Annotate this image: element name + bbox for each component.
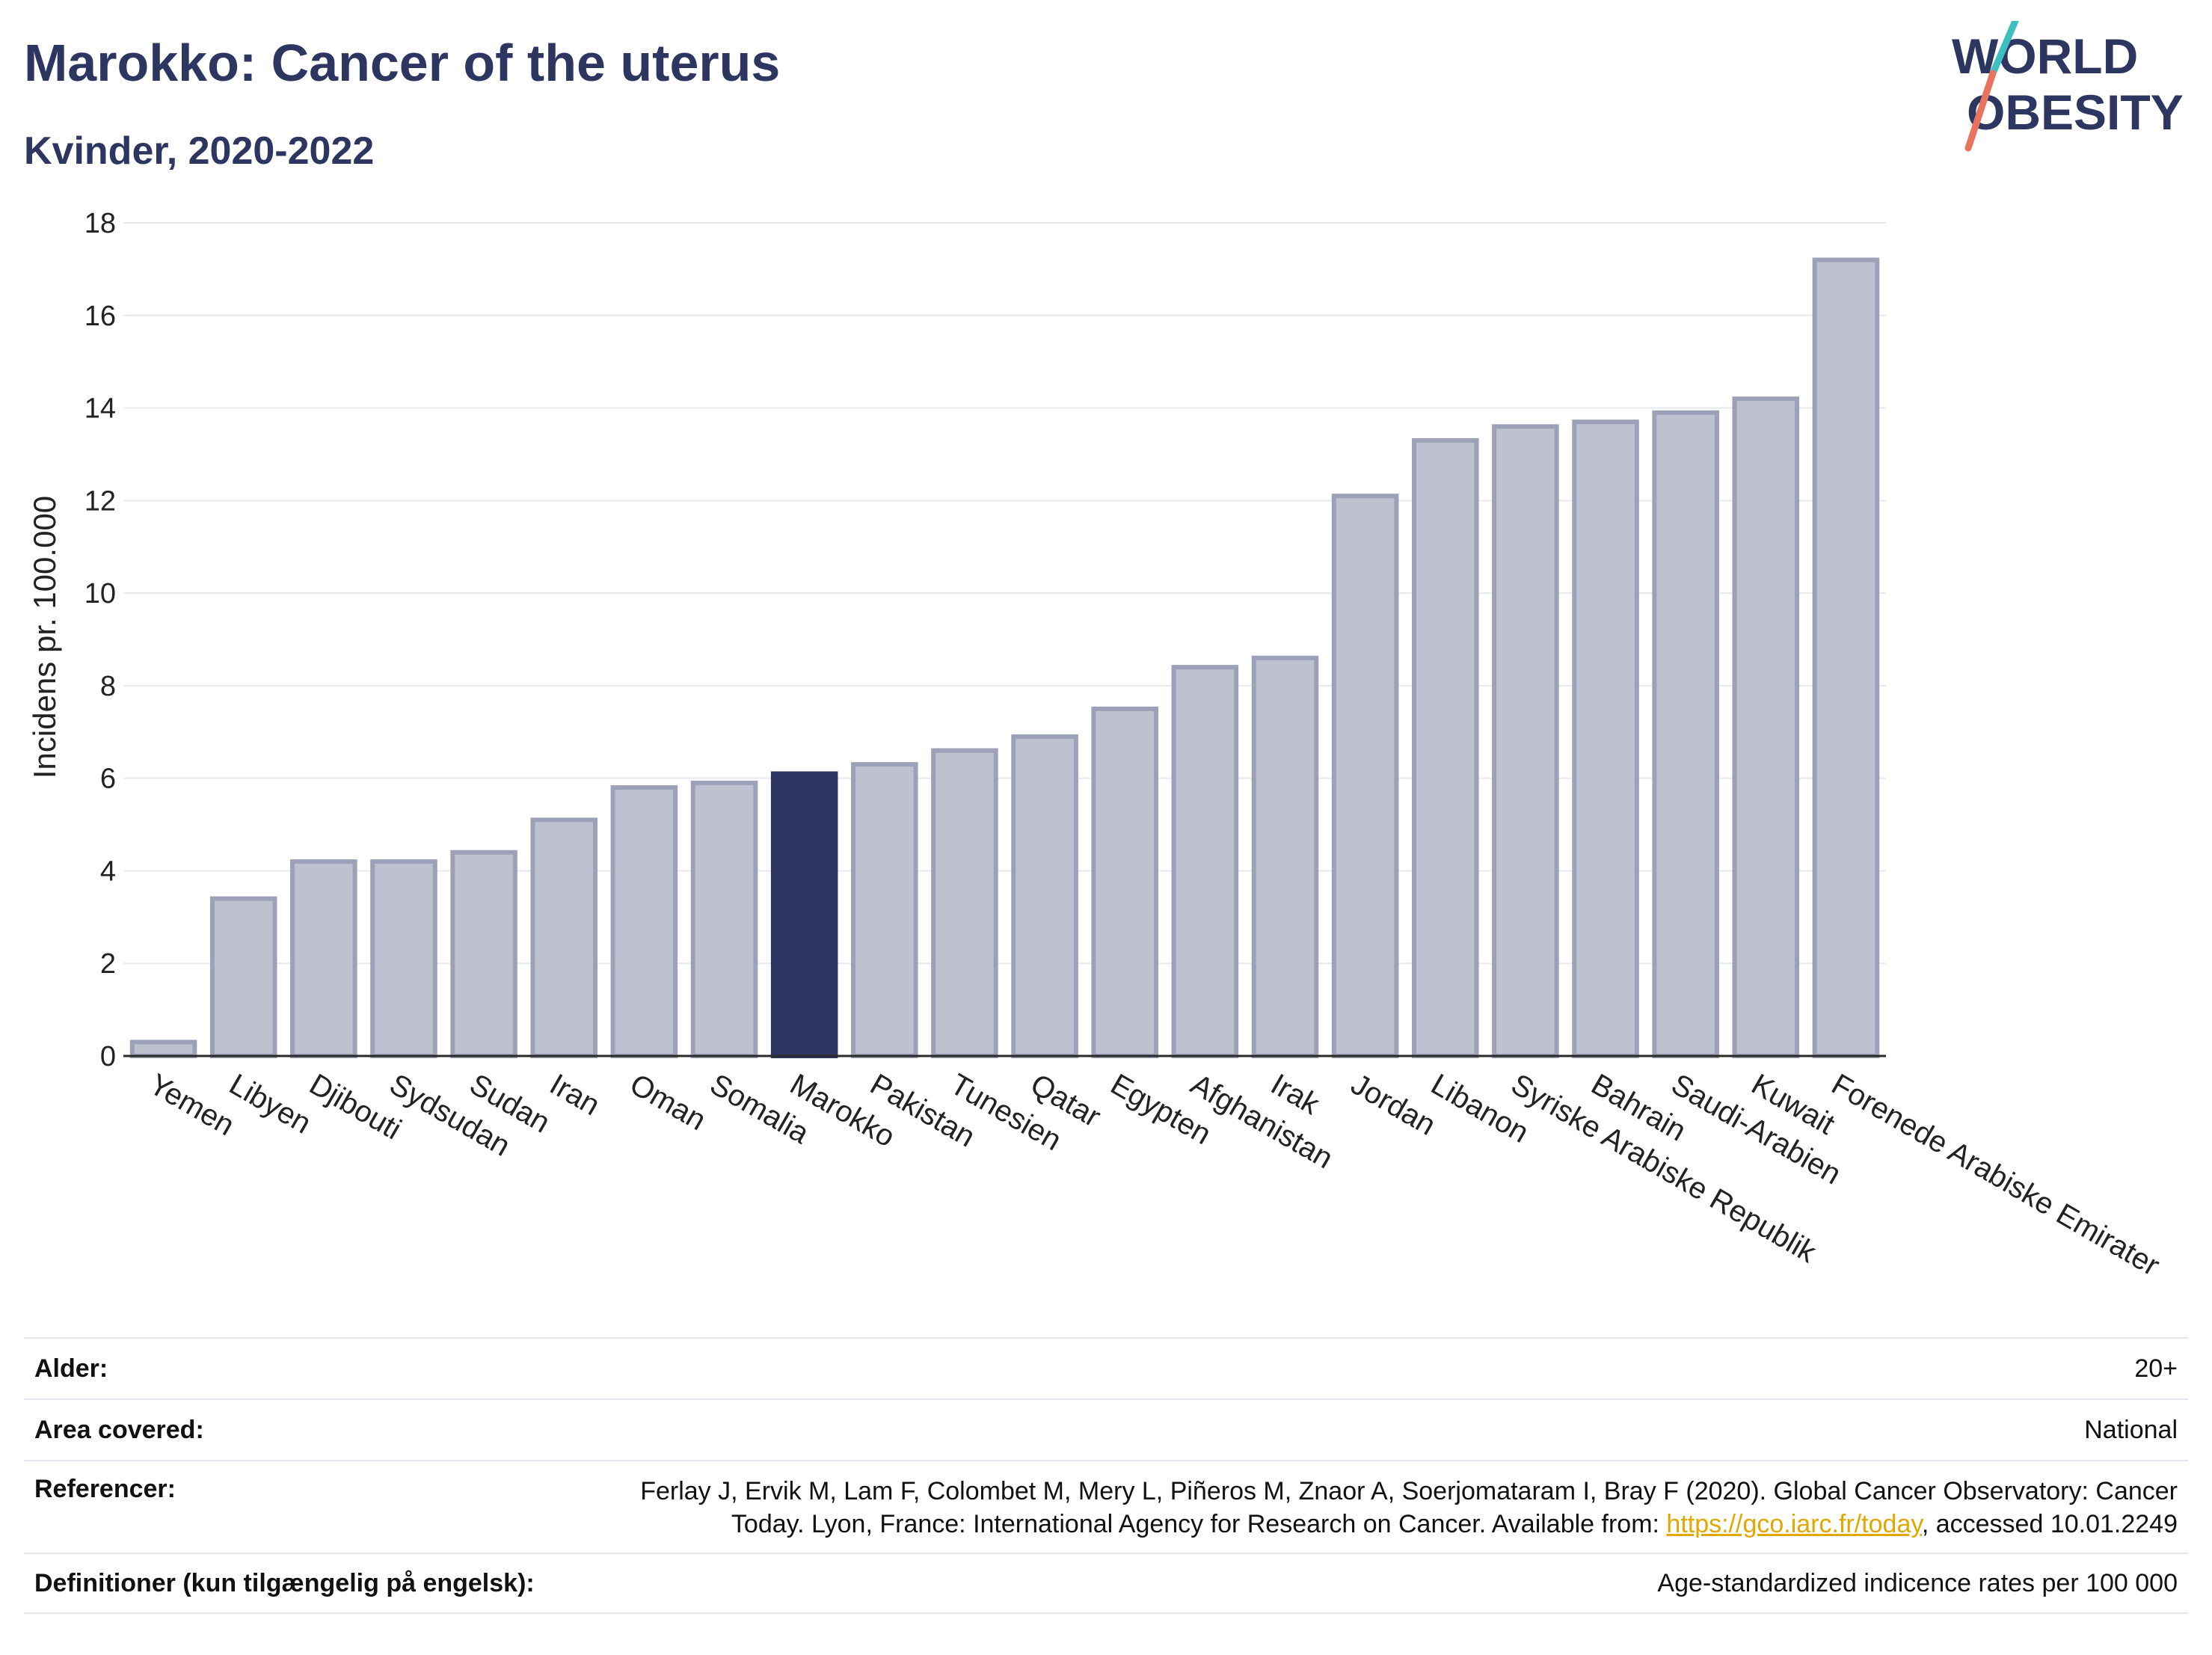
bar [1171, 665, 1239, 1058]
info-table: Alder: 20+ Area covered: National Refere… [24, 1337, 2188, 1614]
y-tick-label: 16 [85, 301, 116, 332]
x-tick-label: Libyen [224, 1068, 316, 1140]
info-label-age: Alder: [34, 1354, 108, 1383]
bar [1492, 424, 1559, 1058]
info-label-references: Referencer: [34, 1475, 176, 1503]
bar [1732, 396, 1800, 1058]
world-obesity-logo: WORLD OBESITY [1952, 21, 2184, 152]
info-row-area: Area covered: National [24, 1398, 2188, 1460]
info-row-references: Referencer: Ferlay J, Ervik M, Lam F, Co… [24, 1460, 2188, 1553]
y-tick-label: 12 [85, 485, 116, 517]
bar [690, 780, 758, 1059]
reference-link[interactable]: https://gco.iarc.fr/today [1666, 1510, 1922, 1538]
y-tick-label: 0 [100, 1041, 116, 1072]
y-tick-label: 10 [85, 578, 116, 610]
bar [1251, 655, 1319, 1058]
y-tick-label: 8 [100, 671, 116, 702]
y-tick-label: 18 [85, 208, 116, 239]
info-value-age: 20+ [2134, 1354, 2178, 1383]
bar-chart: 0 2 4 6 8 10 12 14 16 18 YemenLibyenDjiboutiSydsu… [27, 208, 2165, 1283]
y-tick-labels: 0 2 4 6 8 10 12 14 16 18 [85, 208, 116, 1072]
x-tick-label: Forenede Arabiske Emirater [1826, 1068, 2165, 1283]
bar [851, 762, 918, 1058]
bar [370, 859, 437, 1058]
info-label-definitions: Definitioner (kun tilgængelig på engelsk… [34, 1568, 535, 1597]
x-tick-label: Jordan [1345, 1068, 1441, 1142]
page-subtitle: Kvinder, 2020-2022 [24, 129, 375, 173]
reference-text: Ferlay J, Ervik M, Lam F, Colombet M, Me… [640, 1477, 2178, 1538]
bars [129, 257, 1880, 1059]
svg-text:OBESITY: OBESITY [1967, 85, 2184, 140]
svg-text:WORLD: WORLD [1952, 28, 2138, 84]
bar [1411, 437, 1479, 1058]
bar [290, 859, 357, 1058]
x-tick-label: Djibouti [304, 1068, 407, 1146]
bar [1331, 494, 1399, 1058]
info-value-area: National [2084, 1415, 2178, 1444]
info-value-references: Ferlay J, Ervik M, Lam F, Colombet M, Me… [570, 1475, 2178, 1541]
bar [129, 1040, 197, 1059]
info-row-definitions: Definitioner (kun tilgængelig på engelsk… [24, 1553, 2188, 1614]
y-tick-label: 2 [100, 948, 116, 980]
info-row-age: Alder: 20+ [24, 1337, 2188, 1398]
bar [1812, 257, 1880, 1058]
bar [1572, 420, 1639, 1058]
y-tick-label: 6 [100, 764, 116, 795]
reference-accessed: , accessed 10.01.2249 [1921, 1510, 2178, 1538]
y-axis-title: Incidens pr. 100.000 [27, 496, 62, 779]
y-tick-label: 4 [100, 856, 116, 887]
x-tick-label: Oman [624, 1068, 711, 1137]
page-title: Marokko: Cancer of the uterus [24, 34, 781, 92]
y-tick-label: 14 [85, 393, 116, 425]
bar [450, 850, 517, 1058]
bar [209, 896, 277, 1058]
bar [931, 748, 998, 1058]
info-value-definitions: Age-standardized indicence rates per 100… [1657, 1568, 2178, 1597]
bar [610, 785, 678, 1058]
x-tick-label: Yemen [144, 1068, 240, 1143]
info-label-area: Area covered: [34, 1415, 204, 1444]
bar [1652, 410, 1719, 1058]
bar [530, 817, 598, 1059]
bar [1091, 706, 1158, 1058]
bar [1011, 734, 1078, 1058]
bar-highlighted [770, 771, 838, 1058]
